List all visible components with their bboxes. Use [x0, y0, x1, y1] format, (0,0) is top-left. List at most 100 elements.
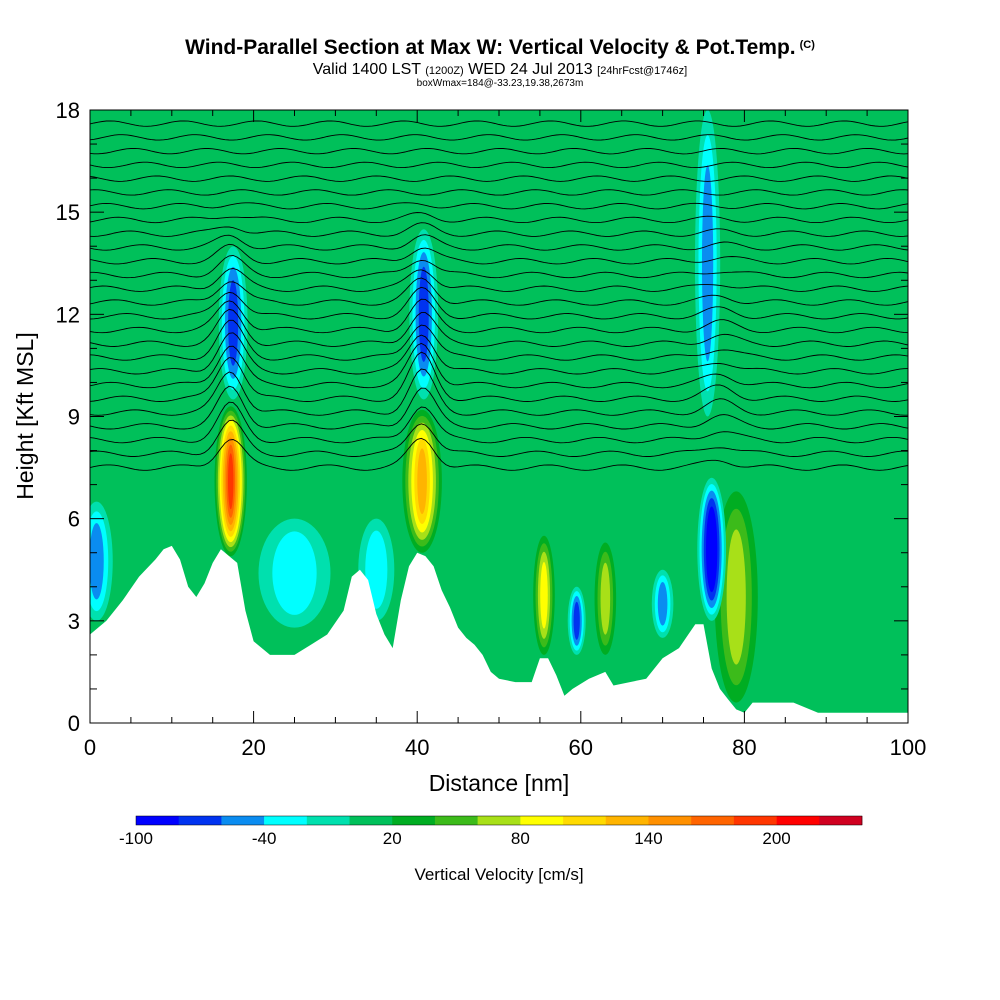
y-axis: 0 3 6 9 12 15 18	[56, 98, 908, 736]
theta-contour	[90, 255, 908, 279]
colorbar-swatch	[520, 816, 564, 825]
w-band	[701, 165, 714, 362]
y-tick-label: 18	[56, 98, 80, 123]
theta-contour	[90, 161, 908, 169]
x-tick-label: 40	[405, 735, 429, 760]
colorbar-swatch	[136, 816, 180, 825]
colorbar-swatch	[819, 816, 863, 825]
colorbar-frame	[135, 815, 863, 826]
theta-contour	[90, 437, 908, 471]
colorbar-swatch	[178, 816, 222, 825]
colorbar-swatch	[221, 816, 265, 825]
y-axis-label: Height [Kft MSL]	[12, 332, 38, 499]
colorbar-swatch	[306, 816, 350, 825]
colorbar-swatch	[477, 816, 521, 825]
w-feature	[258, 518, 331, 628]
chart-title: Wind-Parallel Section at Max W: Vertical…	[0, 36, 1000, 60]
theta-contour	[90, 222, 908, 237]
theta-contour	[90, 401, 908, 444]
w-feature	[214, 406, 247, 557]
x-tick-label: 80	[732, 735, 756, 760]
theta-contour	[90, 319, 908, 361]
potential-temperature-contours	[90, 120, 908, 471]
theta-contour	[90, 147, 908, 155]
x-axis: 0 20 40 60 80 100	[84, 110, 926, 760]
colorbar-tick-label: -40	[252, 829, 277, 848]
theta-contour	[90, 385, 908, 430]
colorbar-tick-label: 140	[634, 829, 662, 848]
forecast-date: WED 24 Jul 2013	[468, 61, 593, 78]
y-tick-label: 15	[56, 200, 80, 225]
colorbar-swatch	[264, 816, 308, 825]
w-band	[600, 562, 611, 635]
w-band	[90, 523, 104, 600]
w-feature	[533, 535, 555, 655]
y-tick-label: 0	[68, 711, 80, 736]
x-tick-label: 60	[569, 735, 593, 760]
w-band	[272, 531, 317, 615]
colorbar-swatch	[733, 816, 777, 825]
x-axis-label: Distance [nm]	[429, 770, 570, 796]
y-tick-label: 3	[68, 609, 80, 634]
w-band	[726, 529, 746, 665]
title-text: Wind-Parallel Section at Max W: Vertical…	[185, 36, 796, 59]
theta-contour	[90, 332, 908, 375]
colorbar-tick-label: -100	[119, 829, 153, 848]
w-feature	[651, 569, 674, 638]
theta-contour	[90, 189, 908, 196]
colorbar-swatch	[563, 816, 607, 825]
theta-contour	[90, 368, 908, 416]
w-feature	[90, 501, 113, 621]
x-tick-label: 20	[241, 735, 265, 760]
theta-contour	[90, 202, 908, 210]
w-band	[657, 582, 668, 626]
theta-contour	[90, 351, 908, 402]
colorbar-swatch	[691, 816, 735, 825]
valid-zulu: (1200Z)	[425, 65, 464, 77]
vertical-velocity-field	[90, 110, 758, 703]
w-feature	[218, 246, 248, 400]
valid-time: Valid 1400 LST	[312, 61, 421, 78]
colorbar-swatch	[605, 816, 649, 825]
theta-contour	[90, 419, 908, 457]
theta-contour	[90, 212, 908, 224]
colorbar-tick-label: 200	[762, 829, 790, 848]
theta-contour	[90, 268, 908, 292]
w-band	[365, 530, 388, 609]
w-band	[573, 601, 580, 640]
colorbar-swatch	[349, 816, 393, 825]
x-tick-label: 100	[890, 735, 927, 760]
forecast-run: [24hrFcst@1746z]	[597, 65, 688, 77]
theta-contour	[90, 120, 908, 127]
w-feature	[694, 110, 721, 417]
colorbar-swatch	[392, 816, 436, 825]
theta-contour	[90, 298, 908, 334]
w-band	[708, 516, 716, 583]
theta-contour	[90, 286, 908, 320]
w-feature	[402, 409, 442, 553]
colorbar-swatch	[648, 816, 692, 825]
theta-contour	[90, 308, 908, 347]
colorbar: -100 -40 20 80 140 200	[119, 815, 863, 848]
theta-contour	[90, 134, 908, 141]
w-feature	[594, 542, 617, 655]
w-feature	[697, 477, 727, 621]
box-wmax-info: boxWmax=184@-33.23,19.38,2673m	[416, 78, 584, 89]
colorbar-label: Vertical Velocity [cm/s]	[414, 865, 583, 884]
colorbar-swatch	[434, 816, 478, 825]
y-tick-label: 6	[68, 507, 80, 532]
theta-contour	[90, 175, 908, 182]
terrain-mask	[90, 545, 908, 723]
w-feature	[567, 586, 586, 655]
colorbar-swatch	[776, 816, 820, 825]
w-band	[417, 448, 427, 515]
w-band	[227, 453, 234, 510]
y-tick-label: 12	[56, 302, 80, 327]
plot-area	[89, 109, 909, 724]
colorbar-tick-label: 20	[383, 829, 402, 848]
theta-contour	[90, 234, 908, 251]
theta-contour	[90, 243, 908, 265]
theta-contour	[90, 342, 908, 389]
y-tick-label: 9	[68, 405, 80, 430]
copyright-mark: (C)	[799, 39, 815, 51]
